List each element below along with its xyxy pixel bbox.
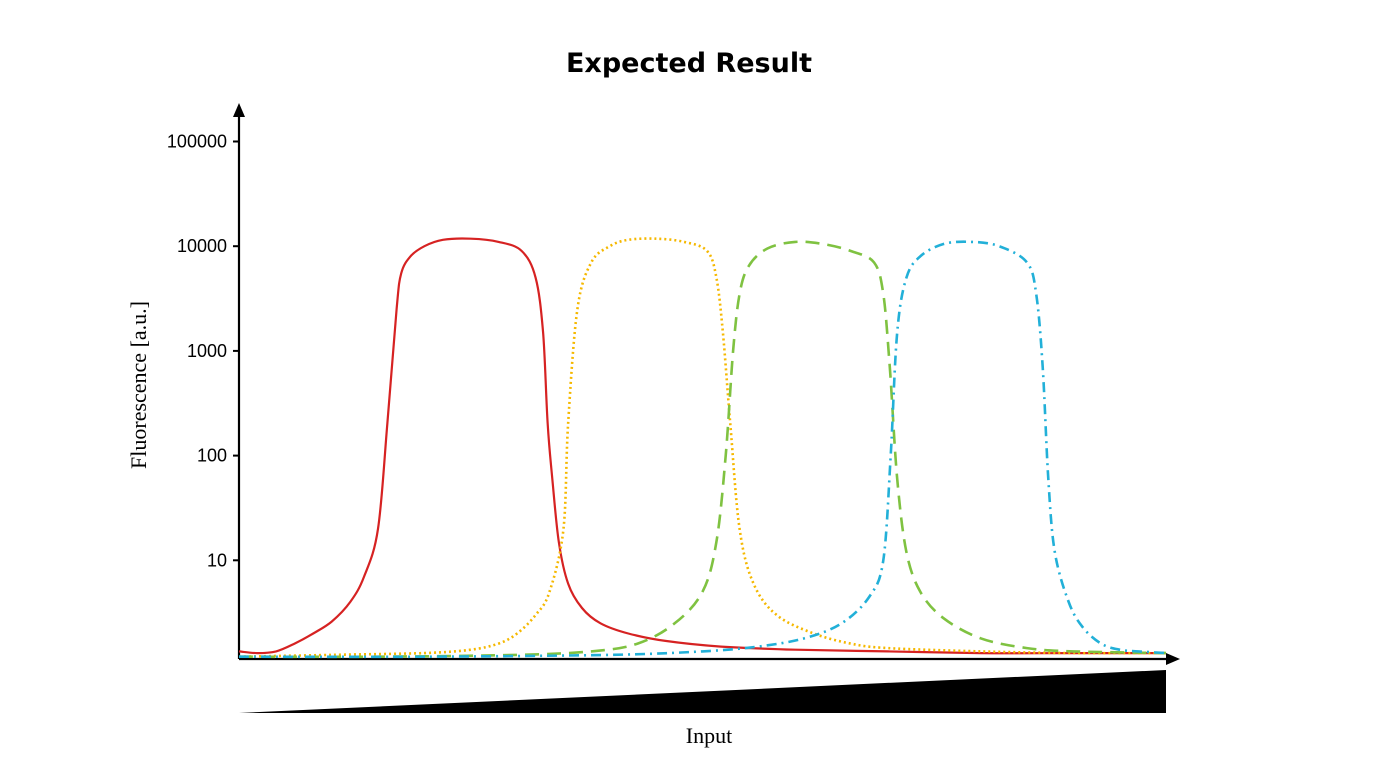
y-tick-label: 100000 xyxy=(167,132,227,152)
x-axis-arrow-icon xyxy=(1166,653,1180,665)
series-layer xyxy=(238,237,1167,659)
y-tick-label: 10000 xyxy=(177,236,227,256)
y-axis-label: Fluorescence [a.u.] xyxy=(126,301,151,469)
chart-title: Expected Result xyxy=(566,48,812,79)
series-line-1 xyxy=(238,237,1166,655)
series-line-3 xyxy=(238,240,1167,659)
series-line-4 xyxy=(238,240,1167,659)
y-ticks: 10 100 1000 10000 100000 xyxy=(167,132,239,570)
y-tick-label: 1000 xyxy=(187,341,227,361)
series-line-2 xyxy=(238,237,1167,658)
y-axis-arrow-icon xyxy=(233,103,245,117)
x-axis-label: Input xyxy=(686,723,732,748)
y-tick-label: 10 xyxy=(207,550,227,570)
y-tick-label: 100 xyxy=(197,446,227,466)
input-wedge xyxy=(239,670,1166,713)
